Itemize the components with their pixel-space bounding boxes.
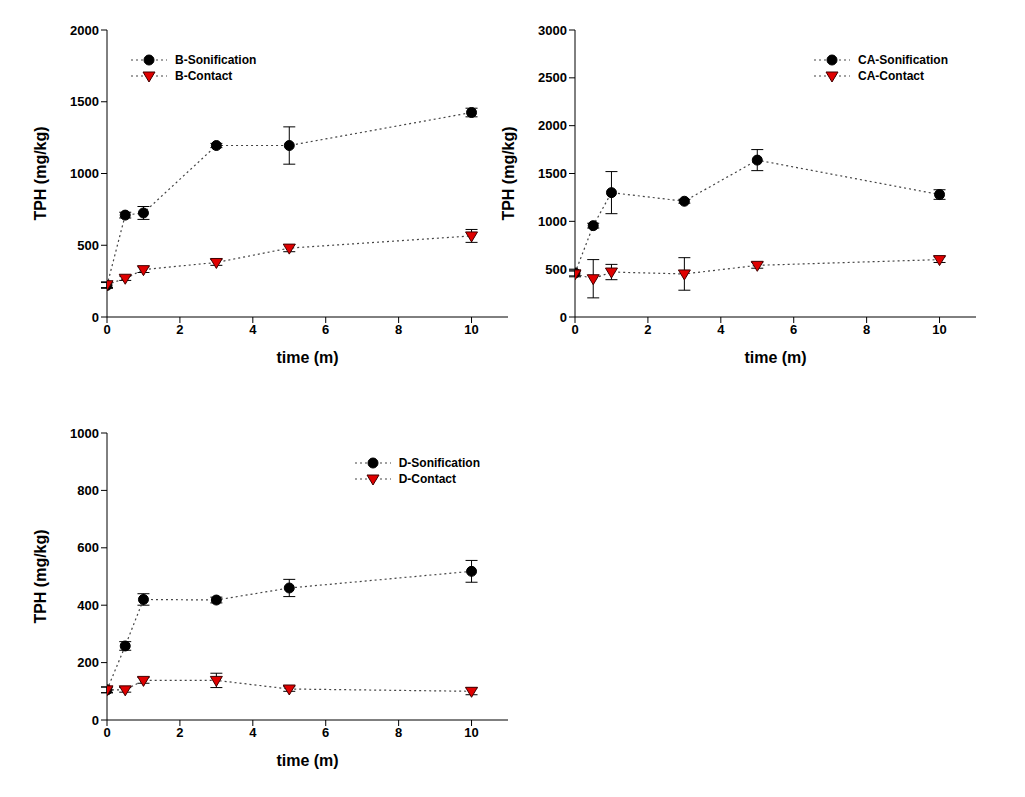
svg-text:TPH (mg/kg): TPH (mg/kg) — [32, 126, 49, 220]
html-text:CA-Contact: CA-Contact — [858, 69, 924, 83]
svg-text:time (m): time (m) — [744, 349, 806, 366]
svg-text:4: 4 — [717, 322, 725, 337]
svg-text:6: 6 — [322, 322, 329, 337]
svg-text:1000: 1000 — [538, 214, 567, 229]
svg-text:time (m): time (m) — [276, 349, 338, 366]
svg-text:500: 500 — [77, 238, 99, 253]
svg-text:time (m): time (m) — [276, 752, 338, 769]
svg-text:8: 8 — [863, 322, 870, 337]
svg-text:400: 400 — [77, 598, 99, 613]
html-text:D-Sonification: D-Sonification — [398, 456, 480, 470]
html-text:D-Contact: D-Contact — [398, 472, 456, 486]
svg-text:4: 4 — [249, 322, 257, 337]
svg-text:1000: 1000 — [70, 166, 99, 181]
svg-text:200: 200 — [77, 655, 99, 670]
svg-text:0: 0 — [92, 310, 99, 325]
svg-text:2: 2 — [176, 725, 183, 740]
svg-text:800: 800 — [77, 483, 99, 498]
svg-text:500: 500 — [545, 262, 567, 277]
svg-text:10: 10 — [932, 322, 946, 337]
svg-text:6: 6 — [790, 322, 797, 337]
svg-text:2: 2 — [176, 322, 183, 337]
svg-text:8: 8 — [395, 322, 402, 337]
svg-text:600: 600 — [77, 540, 99, 555]
html-text:B-Sonification: B-Sonification — [175, 53, 257, 67]
svg-text:8: 8 — [395, 725, 402, 740]
svg-text:0: 0 — [571, 322, 578, 337]
svg-text:2000: 2000 — [538, 118, 567, 133]
svg-text:10: 10 — [464, 322, 478, 337]
svg-text:10: 10 — [464, 725, 478, 740]
svg-text:1500: 1500 — [538, 166, 567, 181]
svg-text:0: 0 — [103, 322, 110, 337]
svg-text:2: 2 — [644, 322, 651, 337]
svg-text:6: 6 — [322, 725, 329, 740]
svg-text:0: 0 — [560, 310, 567, 325]
svg-text:0: 0 — [103, 725, 110, 740]
svg-text:TPH (mg/kg): TPH (mg/kg) — [500, 126, 517, 220]
html-text:B-Contact: B-Contact — [175, 69, 233, 83]
svg-text:0: 0 — [92, 713, 99, 728]
svg-text:1000: 1000 — [70, 426, 99, 441]
svg-text:1500: 1500 — [70, 94, 99, 109]
html-text:CA-Sonification: CA-Sonification — [858, 53, 948, 67]
svg-text:3000: 3000 — [538, 23, 567, 38]
svg-text:4: 4 — [249, 725, 257, 740]
svg-text:2500: 2500 — [538, 70, 567, 85]
svg-text:2000: 2000 — [70, 23, 99, 38]
svg-text:TPH (mg/kg): TPH (mg/kg) — [32, 529, 49, 623]
